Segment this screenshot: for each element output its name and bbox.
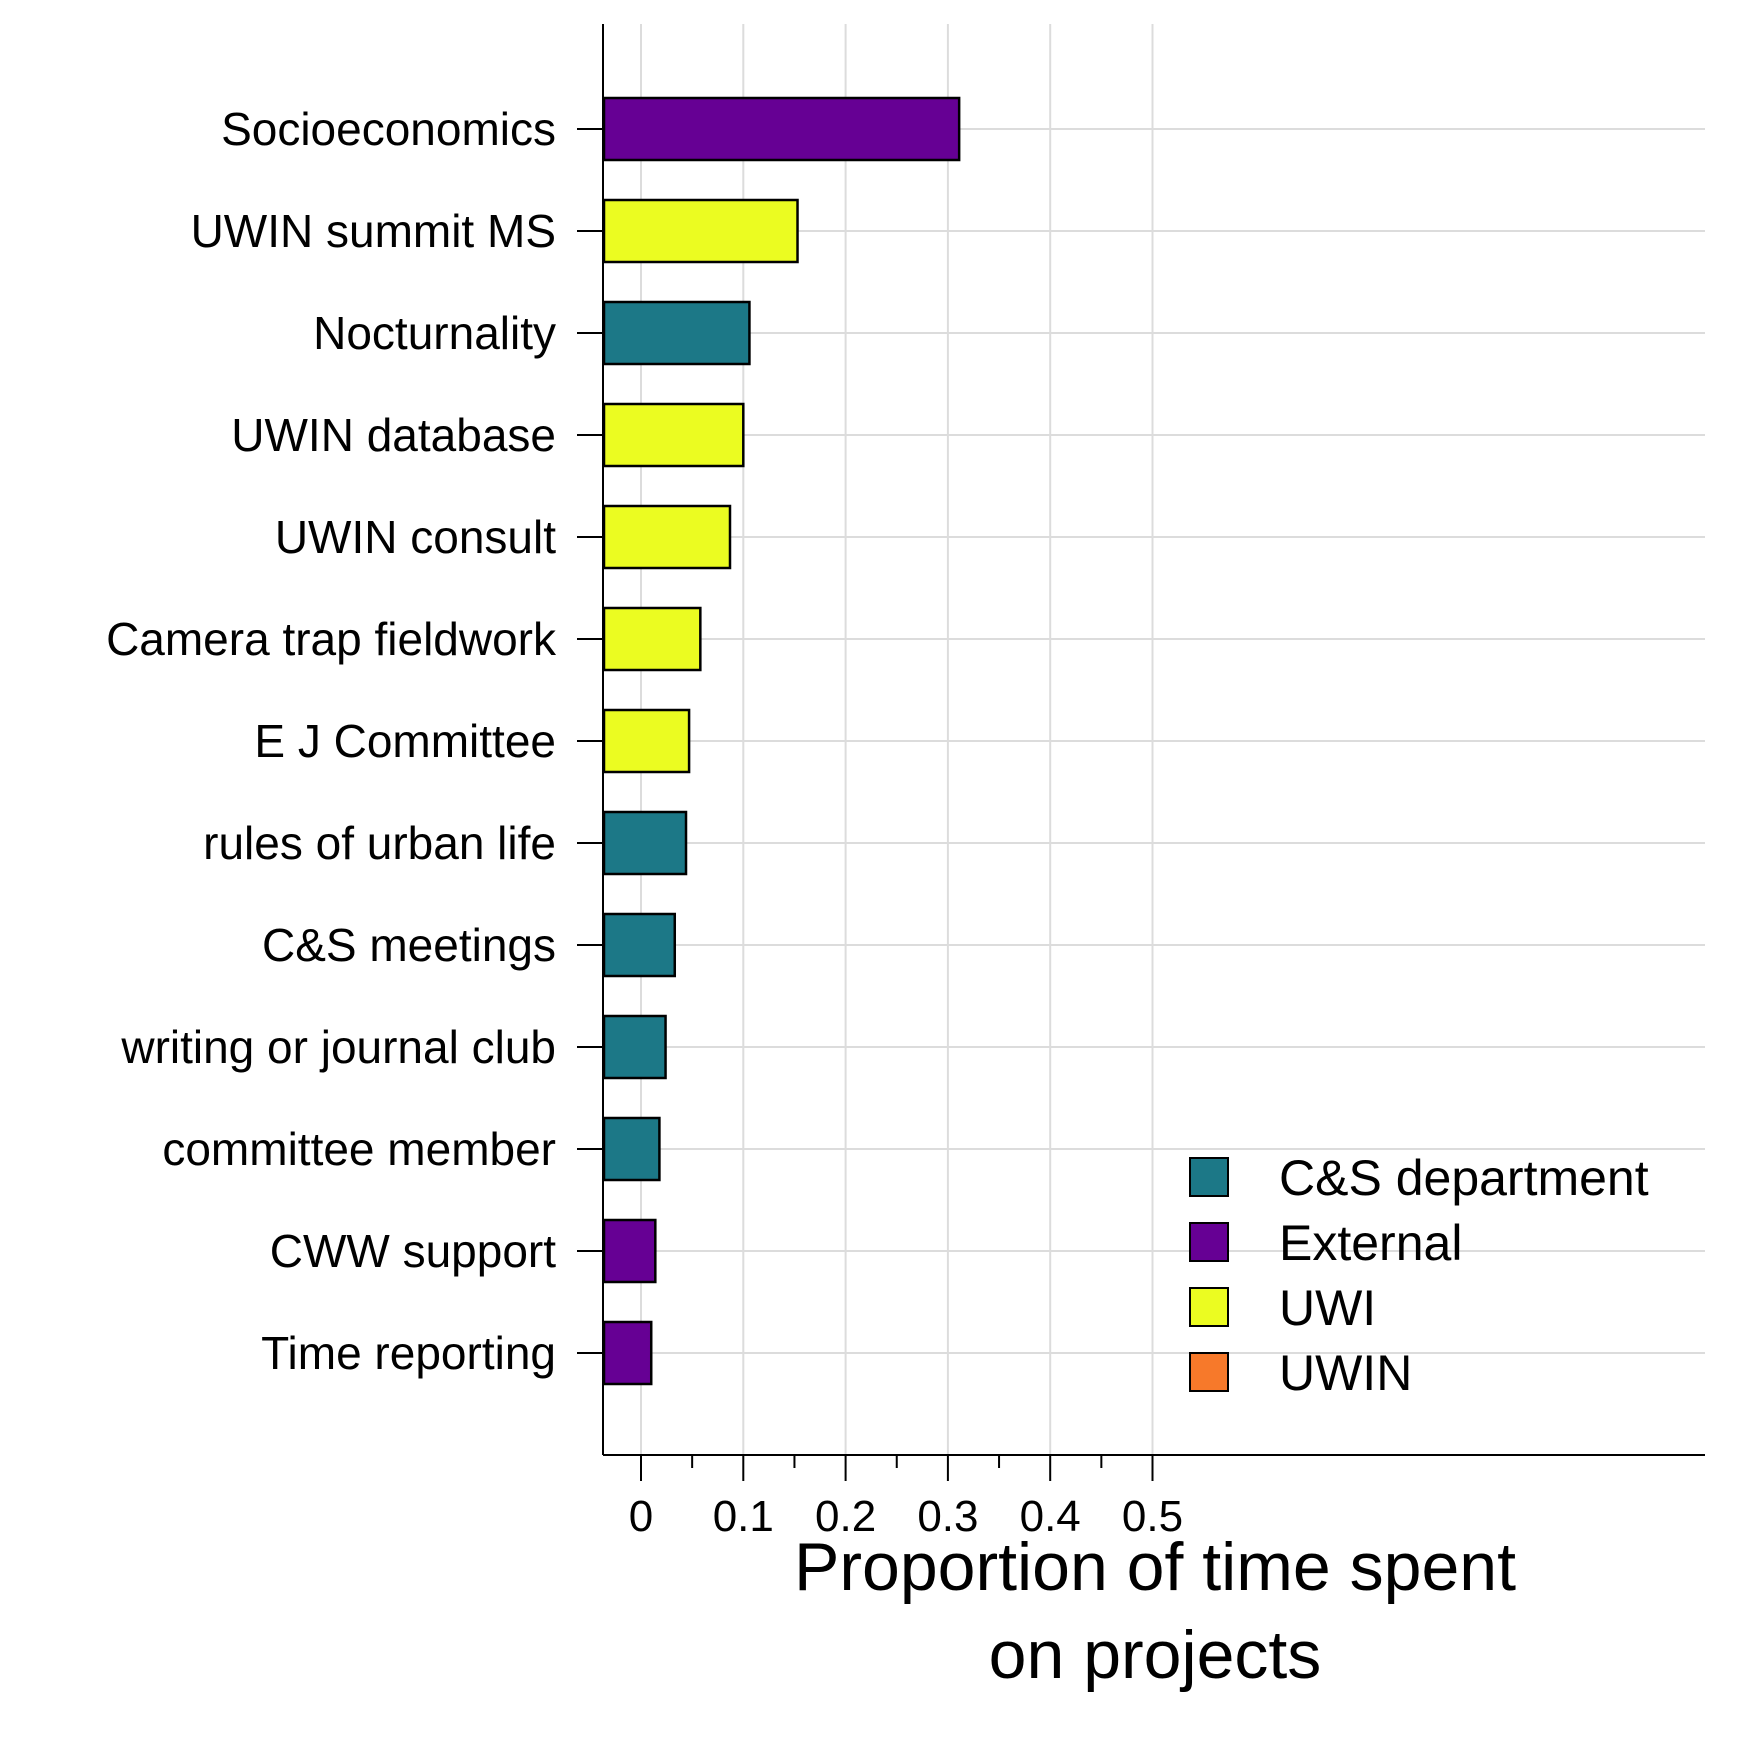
x-tick-label-3: 0.3: [917, 1492, 978, 1541]
legend-label-external: External: [1279, 1215, 1462, 1271]
bars: [602, 96, 961, 1386]
x-axis-title-line-2: on projects: [989, 1617, 1322, 1693]
category-label-uwin-database: UWIN database: [231, 409, 556, 461]
axes: [577, 24, 1705, 1456]
bar-cands-meetings: [602, 912, 677, 978]
category-label-rules-of-urban-life: rules of urban life: [203, 817, 556, 869]
category-label-camera-trap-fieldwork: Camera trap fieldwork: [106, 613, 557, 665]
grid-lines: [603, 24, 1705, 1455]
x-axis-ticks: 0 0.1 0.2 0.3 0.4 0.5: [629, 1455, 1183, 1541]
bar-nocturnality: [602, 300, 751, 366]
legend-label-cands-department: C&S department: [1279, 1150, 1649, 1206]
legend-label-uwi: UWI: [1279, 1280, 1376, 1336]
category-label-socioeconomics: Socioeconomics: [221, 103, 556, 155]
category-label-time-reporting: Time reporting: [261, 1327, 556, 1379]
category-labels: Socioeconomics UWIN summit MS Nocturnality…: [106, 103, 557, 1379]
bar-cww-support: [602, 1218, 657, 1284]
category-label-committee-member: committee member: [162, 1123, 556, 1175]
bar-rules-of-urban-life: [602, 810, 688, 876]
bar-e-j-committee: [602, 708, 691, 774]
legend-swatch-external: [1189, 1222, 1229, 1262]
legend-label-uwin: UWIN: [1279, 1345, 1412, 1401]
x-tick-label-4: 0.4: [1020, 1492, 1081, 1541]
legend: C&S department External UWI UWIN: [1189, 1150, 1649, 1401]
legend-swatch-uwin: [1189, 1352, 1229, 1392]
bar-writing-or-journal-club: [602, 1014, 667, 1080]
category-label-uwin-summit-ms: UWIN summit MS: [191, 205, 556, 257]
category-label-cands-meetings: C&S meetings: [262, 919, 556, 971]
x-tick-label-1: 0.1: [713, 1492, 774, 1541]
bar-uwin-database: [602, 402, 745, 468]
legend-swatch-uwi: [1189, 1287, 1229, 1327]
x-axis-title-line-1: Proportion of time spent: [794, 1529, 1516, 1605]
x-tick-label-2: 0.2: [815, 1492, 876, 1541]
category-label-e-j-committee: E J Committee: [254, 715, 556, 767]
bar-committee-member: [602, 1116, 661, 1182]
x-tick-label-5: 0.5: [1122, 1492, 1183, 1541]
bar-socioeconomics: [602, 96, 961, 162]
bar-time-reporting: [602, 1320, 653, 1386]
category-label-cww-support: CWW support: [270, 1225, 556, 1277]
bar-uwin-consult: [602, 504, 732, 570]
category-label-writing-or-journal-club: writing or journal club: [120, 1021, 556, 1073]
bar-camera-trap-fieldwork: [602, 606, 702, 672]
x-tick-label-0: 0: [629, 1492, 653, 1541]
bar-uwin-summit-ms: [602, 198, 799, 264]
category-label-uwin-consult: UWIN consult: [275, 511, 556, 563]
category-label-nocturnality: Nocturnality: [313, 307, 556, 359]
legend-swatch-cands-department: [1189, 1157, 1229, 1197]
